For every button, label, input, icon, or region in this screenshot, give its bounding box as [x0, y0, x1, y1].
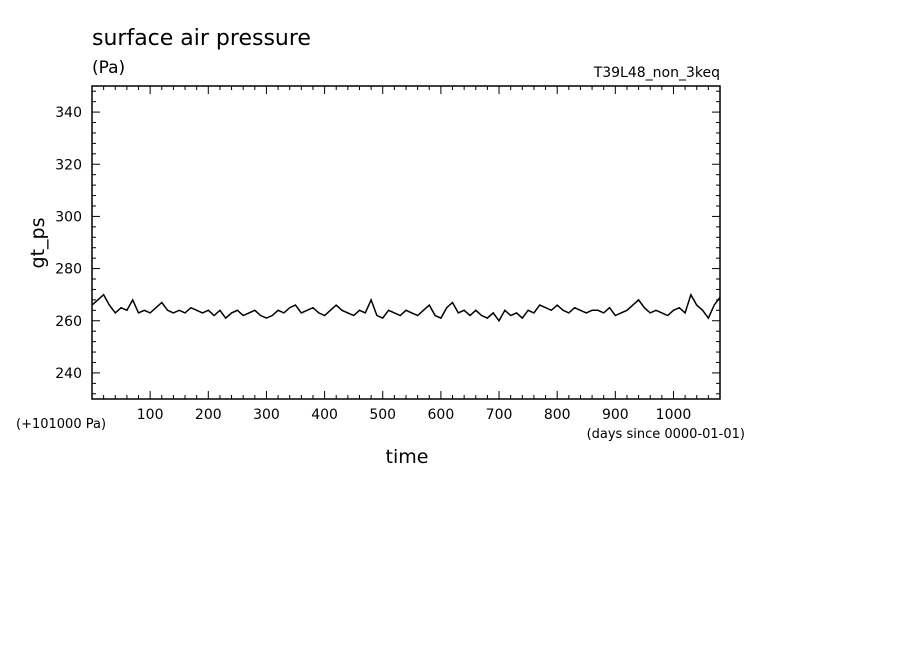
y-tick-label: 280 — [55, 262, 82, 278]
offset-label: (+101000 Pa) — [16, 417, 106, 432]
y-axis-label: gt_ps — [27, 218, 49, 269]
units-label: (Pa) — [92, 58, 125, 78]
x-tick-label: 800 — [544, 407, 571, 423]
y-tick-label: 240 — [55, 366, 82, 382]
x-tick-label: 500 — [369, 407, 396, 423]
y-tick-label: 260 — [55, 314, 82, 330]
axis-ticks — [92, 86, 720, 399]
x-tick-label: 200 — [195, 407, 222, 423]
y-tick-label: 340 — [55, 105, 82, 121]
y-tick-labels: 240 260 280 300 320 340 — [55, 105, 82, 382]
y-tick-label: 300 — [55, 209, 82, 225]
x-tick-label: 300 — [253, 407, 280, 423]
x-tick-label: 700 — [486, 407, 513, 423]
x-axis-label: time — [386, 446, 429, 468]
chart-title: surface air pressure — [92, 26, 311, 51]
run-label: T39L48_non_3keq — [593, 65, 720, 81]
x-tick-label: 600 — [428, 407, 455, 423]
x-tick-label: 1000 — [656, 407, 692, 423]
x-tick-label: 100 — [137, 407, 164, 423]
y-tick-label: 320 — [55, 157, 82, 173]
time-unit-label: (days since 0000-01-01) — [587, 427, 745, 442]
x-tick-labels: 100 200 300 400 500 600 700 800 900 1000 — [137, 407, 692, 423]
x-tick-label: 900 — [602, 407, 629, 423]
plot-frame — [91, 85, 721, 400]
x-tick-label: 400 — [311, 407, 338, 423]
series-line — [91, 292, 721, 323]
